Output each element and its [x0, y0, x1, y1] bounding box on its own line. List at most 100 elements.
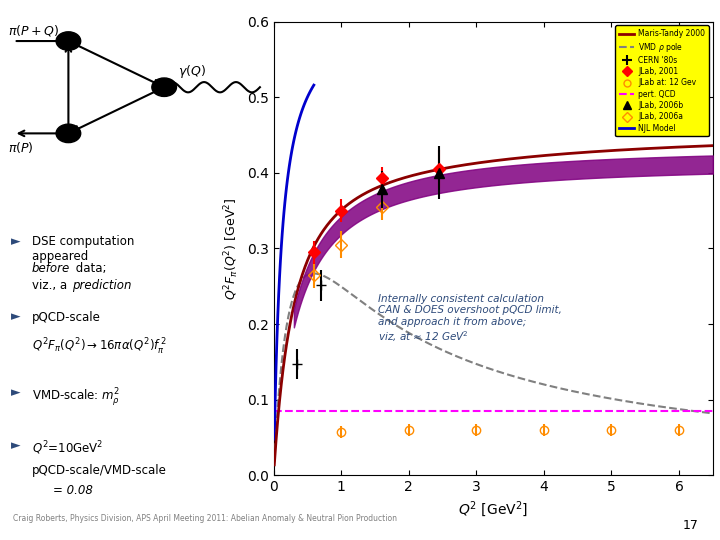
VMD $\rho$ pole: [270, 459, 279, 465]
Text: $F_{\pi}(Q^2)$: $F_{\pi}(Q^2)$: [503, 70, 580, 102]
Circle shape: [152, 78, 176, 97]
VMD $\rho$ pole: [708, 410, 717, 417]
NJL Model: [309, 83, 318, 90]
Text: ►: ►: [11, 310, 20, 323]
Text: DSE computation
appeared: DSE computation appeared: [32, 235, 135, 263]
NJL Model: [282, 191, 290, 198]
Text: 17: 17: [683, 519, 698, 532]
Text: $\gamma(Q)$: $\gamma(Q)$: [178, 63, 206, 80]
VMD $\rho$ pole: [482, 364, 490, 371]
NJL Model: [282, 184, 291, 190]
Maris-Tandy 2000: [698, 143, 706, 149]
NJL Model: [271, 396, 279, 403]
Text: $Q^2$=10GeV$^2$: $Q^2$=10GeV$^2$: [32, 439, 104, 456]
Maris-Tandy 2000: [708, 143, 717, 149]
NJL Model: [310, 82, 318, 89]
pert. QCD: [698, 408, 706, 414]
pert. QCD: [531, 408, 539, 414]
pert. QCD: [270, 408, 279, 414]
Text: ►: ►: [11, 439, 20, 452]
NJL Model: [295, 114, 304, 120]
pert. QCD: [478, 408, 487, 414]
NJL Model: [289, 143, 297, 149]
Maris-Tandy 2000: [481, 159, 490, 165]
VMD $\rho$ pole: [310, 270, 318, 276]
NJL Model: [301, 99, 310, 106]
Text: $\pi(P)$: $\pi(P)$: [8, 140, 34, 155]
VMD $\rho$ pole: [630, 400, 639, 406]
NJL Model: [285, 164, 294, 170]
VMD $\rho$ pole: [699, 409, 708, 415]
NJL Model: [279, 209, 288, 215]
NJL Model: [297, 109, 306, 115]
X-axis label: $Q^2$ [GeV$^2$]: $Q^2$ [GeV$^2$]: [458, 500, 528, 519]
VMD $\rho$ pole: [508, 373, 517, 379]
NJL Model: [274, 312, 282, 319]
NJL Model: [305, 90, 314, 96]
Text: prediction: prediction: [72, 279, 132, 292]
Text: VMD-scale: $m_{\rho}^2$: VMD-scale: $m_{\rho}^2$: [32, 387, 120, 408]
NJL Model: [275, 274, 284, 280]
NJL Model: [293, 123, 302, 130]
Text: pQCD-scale: pQCD-scale: [32, 310, 101, 323]
Text: pQCD-scale/VMD-scale: pQCD-scale/VMD-scale: [32, 464, 167, 477]
pert. QCD: [708, 408, 717, 414]
NJL Model: [289, 138, 298, 145]
NJL Model: [292, 127, 300, 133]
Text: viz., a: viz., a: [32, 279, 71, 292]
NJL Model: [294, 120, 302, 126]
pert. QCD: [507, 408, 516, 414]
NJL Model: [284, 170, 292, 176]
Line: Maris-Tandy 2000: Maris-Tandy 2000: [274, 146, 713, 465]
NJL Model: [300, 102, 308, 108]
NJL Model: [287, 152, 295, 159]
Text: Internally consistent calculation
CAN & DOES overshoot pQCD limit,
and approach : Internally consistent calculation CAN & …: [378, 294, 562, 344]
VMD $\rho$ pole: [479, 363, 487, 370]
NJL Model: [299, 104, 307, 110]
Text: Pion Form Factor: Pion Form Factor: [364, 22, 630, 50]
NJL Model: [306, 88, 315, 94]
NJL Model: [298, 106, 307, 113]
NJL Model: [276, 258, 284, 264]
Line: VMD $\rho$ pole: VMD $\rho$ pole: [274, 273, 713, 462]
NJL Model: [271, 364, 280, 370]
NJL Model: [307, 85, 316, 91]
NJL Model: [270, 436, 279, 442]
NJL Model: [291, 131, 300, 137]
Y-axis label: $Q^2 F_{\pi}(Q^2)$ [GeV$^2$]: $Q^2 F_{\pi}(Q^2)$ [GeV$^2$]: [222, 197, 241, 300]
Maris-Tandy 2000: [270, 462, 279, 468]
Maris-Tandy 2000: [531, 153, 539, 160]
Text: = 0.08: = 0.08: [53, 484, 93, 497]
NJL Model: [294, 117, 303, 124]
Maris-Tandy 2000: [507, 156, 516, 162]
Text: before: before: [32, 262, 71, 275]
Text: $\pi(P+Q)$: $\pi(P+Q)$: [8, 23, 59, 38]
NJL Model: [278, 231, 287, 238]
NJL Model: [290, 134, 299, 141]
NJL Model: [287, 147, 296, 154]
NJL Model: [305, 91, 313, 98]
Text: Craig Roberts, Physics Division, APS April Meeting 2011: Abelian Anomaly & Neutr: Craig Roberts, Physics Division, APS Apr…: [13, 514, 397, 523]
NJL Model: [274, 292, 283, 298]
Maris-Tandy 2000: [629, 146, 638, 152]
Text: data;: data;: [72, 262, 107, 275]
Text: ►: ►: [11, 387, 20, 400]
Maris-Tandy 2000: [478, 159, 487, 166]
NJL Model: [303, 93, 312, 100]
Circle shape: [56, 124, 81, 143]
Text: $Q^2F_{\pi}(Q^2)\rightarrow16\pi\alpha(Q^2)f_{\pi}^{\,2}$: $Q^2F_{\pi}(Q^2)\rightarrow16\pi\alpha(Q…: [32, 337, 166, 357]
NJL Model: [283, 176, 292, 183]
Text: Maris & Tandy, Phys.Rev. C62 (2000) 055204: Maris & Tandy, Phys.Rev. C62 (2000) 0552…: [395, 107, 598, 117]
pert. QCD: [481, 408, 490, 414]
NJL Model: [297, 111, 305, 118]
Circle shape: [56, 32, 81, 50]
VMD $\rho$ pole: [532, 379, 541, 386]
Legend: Maris-Tandy 2000, VMD $\rho$ pole, CERN '80s, JLab, 2001, JLab at: 12 Gev, pert.: Maris-Tandy 2000, VMD $\rho$ pole, CERN …: [616, 25, 709, 137]
NJL Model: [273, 336, 282, 342]
NJL Model: [281, 200, 289, 206]
Text: ►: ►: [11, 235, 20, 248]
Line: NJL Model: NJL Model: [274, 85, 314, 439]
NJL Model: [277, 244, 286, 250]
NJL Model: [307, 86, 315, 93]
NJL Model: [279, 220, 287, 226]
